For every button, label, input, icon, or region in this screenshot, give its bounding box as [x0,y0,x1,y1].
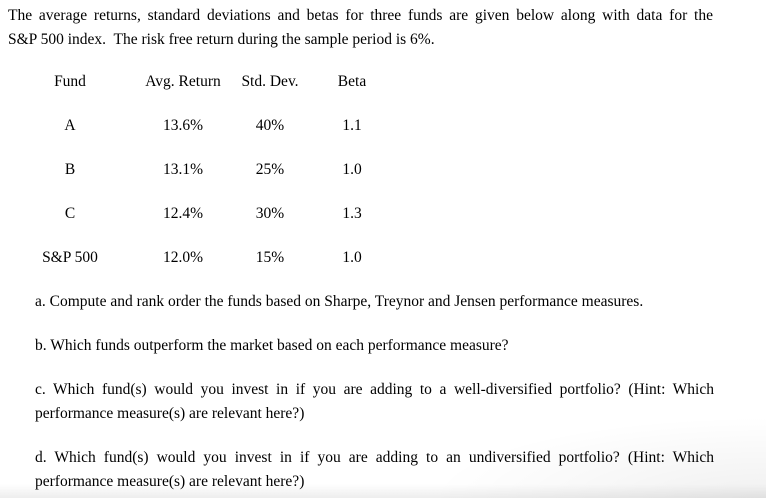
table-cell-avg-return: 12.4% [162,205,204,222]
table-cell-fund: B [64,161,76,178]
table-cell-beta: 1.3 [342,205,362,222]
table-cell-std-dev: 30% [255,205,285,222]
table-header-beta: Beta [337,73,367,90]
table-cell-beta: 1.0 [342,161,362,178]
intro-line-1: The average returns, standard deviations… [8,7,713,24]
table-cell-avg-return: 12.0% [162,249,204,266]
table-cell-avg-return: 13.1% [162,161,204,178]
table-cell-fund: S&P 500 [42,249,98,266]
table-header-fund: Fund [54,73,86,90]
question-d-line-2: performance measure(s) are relevant here… [35,473,305,490]
table-cell-fund: C [64,205,76,222]
question-b: b. Which funds outperform the market bas… [35,334,714,358]
table-header-avg-return: Avg. Return [145,73,221,90]
intro-line-2: S&P 500 index. The risk free return duri… [8,31,435,48]
question-b-line-1: b. Which funds outperform the market bas… [35,337,509,354]
table-cell-beta: 1.1 [342,117,362,134]
table-cell-std-dev: 25% [255,161,285,178]
funds-table: Fund Avg. Return Std. Dev. Beta A 13.6% … [15,60,405,280]
question-list: a. Compute and rank order the funds base… [35,290,714,494]
table-cell-std-dev: 15% [255,249,285,266]
table-header-std-dev: Std. Dev. [241,73,299,90]
table-cell-std-dev: 40% [255,117,285,134]
question-c: c. Which fund(s) would you invest in if … [35,378,714,426]
table-cell-beta: 1.0 [342,249,362,266]
question-d: d. Which fund(s) would you invest in if … [35,446,714,494]
intro-paragraph: The average returns, standard deviations… [0,0,766,52]
table-cell-fund: A [64,117,76,134]
question-c-line-1: c. Which fund(s) would you invest in if … [35,381,714,398]
question-a: a. Compute and rank order the funds base… [35,290,714,314]
table-cell-avg-return: 13.6% [162,117,204,134]
question-d-line-1: d. Which fund(s) would you invest in if … [35,449,714,466]
question-a-line-1: a. Compute and rank order the funds base… [35,293,644,310]
question-c-line-2: performance measure(s) are relevant here… [35,405,305,422]
